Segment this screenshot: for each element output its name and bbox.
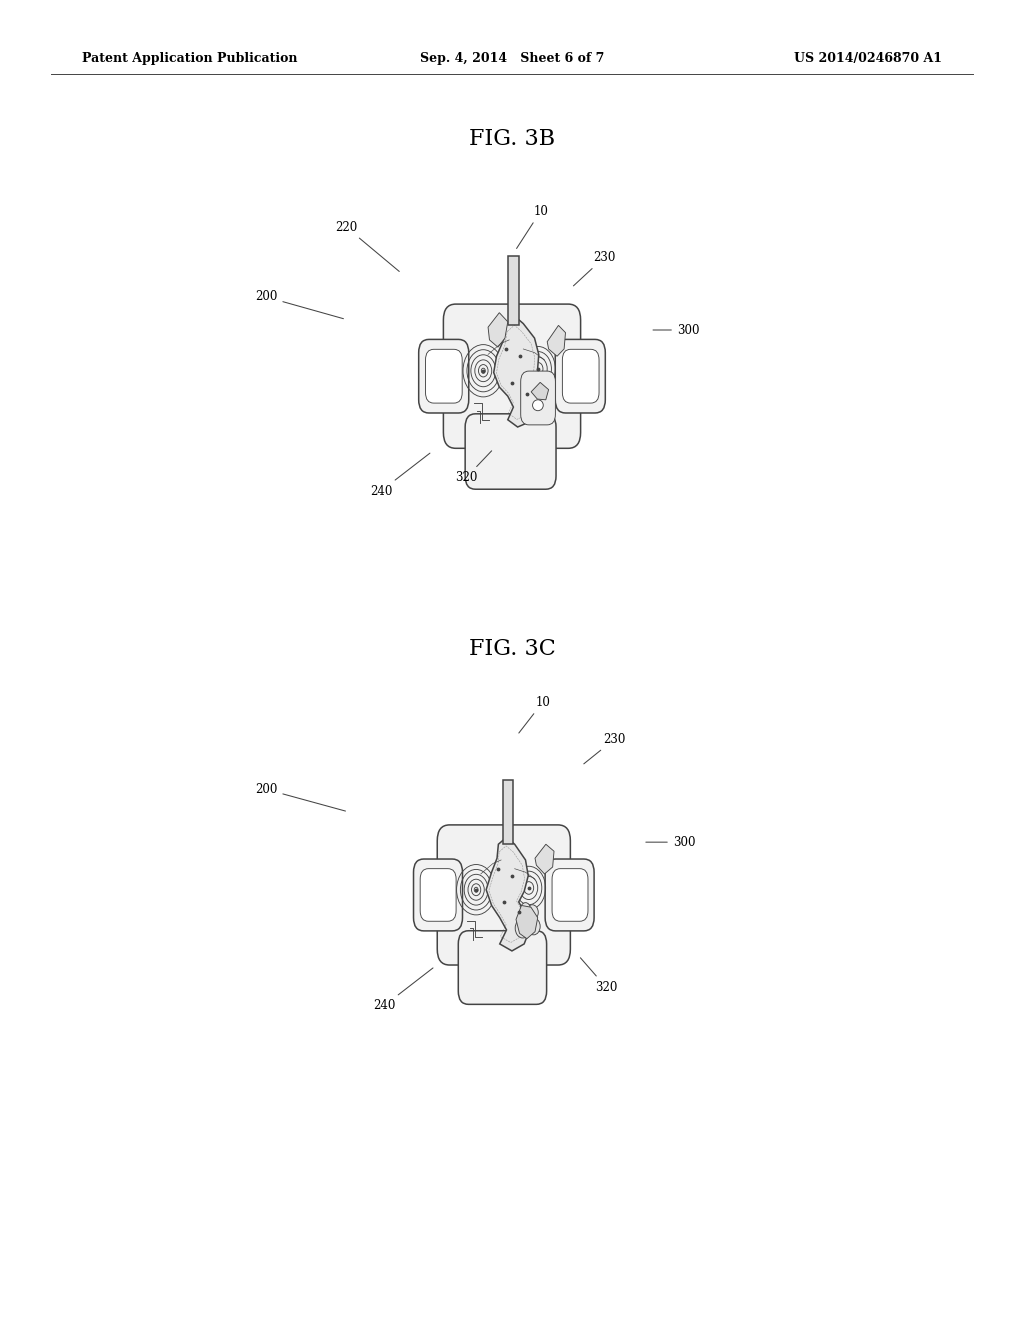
Circle shape [515,919,530,939]
Text: 200: 200 [255,290,343,318]
Text: 10: 10 [519,696,550,733]
Polygon shape [488,313,508,347]
FancyBboxPatch shape [419,339,469,413]
FancyBboxPatch shape [520,371,555,425]
Text: 300: 300 [646,836,695,849]
Polygon shape [531,383,549,400]
Text: 230: 230 [573,251,615,286]
FancyBboxPatch shape [420,869,456,921]
Text: FIG. 3C: FIG. 3C [469,639,555,660]
Polygon shape [547,326,565,356]
Ellipse shape [532,400,544,411]
FancyBboxPatch shape [459,931,547,1005]
Bar [508,256,519,326]
Text: 300: 300 [653,323,699,337]
FancyBboxPatch shape [437,825,570,965]
FancyBboxPatch shape [426,350,462,403]
Text: 200: 200 [255,783,345,810]
Text: 240: 240 [370,453,430,498]
Polygon shape [535,845,554,874]
FancyBboxPatch shape [443,304,581,449]
Text: FIG. 3B: FIG. 3B [469,128,555,149]
Bar [503,780,513,845]
Text: 10: 10 [516,205,548,248]
Circle shape [520,903,530,915]
Text: 230: 230 [584,733,626,764]
Text: 220: 220 [335,220,399,272]
Text: Patent Application Publication: Patent Application Publication [82,51,297,65]
Text: 320: 320 [455,451,492,484]
PathPatch shape [486,837,529,950]
Text: 240: 240 [373,968,433,1012]
FancyBboxPatch shape [552,869,588,921]
FancyBboxPatch shape [414,859,463,931]
FancyBboxPatch shape [562,350,599,403]
FancyBboxPatch shape [465,414,556,490]
Polygon shape [516,906,538,939]
Text: Sep. 4, 2014   Sheet 6 of 7: Sep. 4, 2014 Sheet 6 of 7 [420,51,604,65]
Circle shape [527,917,541,935]
FancyBboxPatch shape [555,339,605,413]
Circle shape [526,904,539,920]
PathPatch shape [494,317,539,428]
Text: 320: 320 [581,958,617,994]
Text: US 2014/0246870 A1: US 2014/0246870 A1 [794,51,942,65]
FancyBboxPatch shape [545,859,594,931]
